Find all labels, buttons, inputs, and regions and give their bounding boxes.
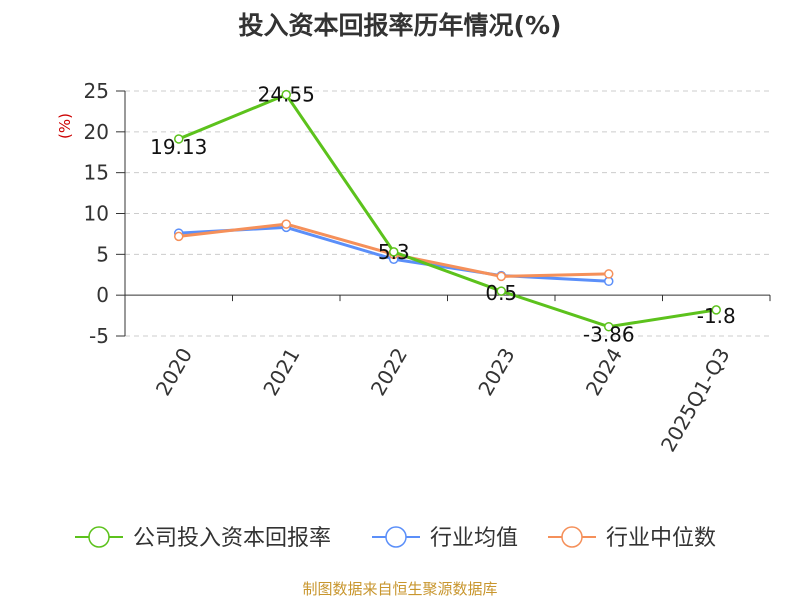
y-tick-label: 5 — [96, 242, 109, 266]
y-tick-label: 20 — [84, 120, 109, 144]
data-label: 19.13 — [150, 135, 207, 159]
legend-marker — [88, 526, 110, 548]
data-label: 5.3 — [378, 240, 410, 264]
data-point — [604, 269, 614, 279]
chart-title: 投入资本回报率历年情况(%) — [238, 11, 562, 40]
data-label: 24.55 — [258, 83, 315, 107]
x-tick-label: 2024 — [581, 344, 627, 400]
legend: 公司投入资本回报率 行业均值 行业中位数 — [75, 526, 716, 551]
x-tick-label: 2020 — [151, 344, 197, 400]
data-label: 0.5 — [485, 281, 517, 305]
y-axis-label: (%) — [56, 113, 74, 139]
x-tick-label: 2022 — [366, 344, 412, 400]
x-tick-label: 2021 — [258, 344, 304, 400]
y-tick-label: 15 — [84, 161, 109, 185]
data-point — [496, 271, 506, 282]
data-point — [711, 305, 721, 315]
y-tick-label: 10 — [84, 202, 109, 226]
data-point — [281, 219, 291, 229]
y-tick-label: -5 — [89, 324, 109, 348]
series-layer — [174, 89, 721, 332]
legend-marker — [385, 526, 407, 548]
series-line — [178, 93, 717, 329]
legend-label: 行业中位数 — [606, 526, 716, 551]
y-tick-label: 0 — [96, 283, 109, 307]
data-point — [281, 89, 291, 100]
data-label: -1.8 — [697, 304, 736, 328]
legend-item[interactable]: 行业中位数 — [548, 526, 716, 551]
x-tick-label: 2023 — [473, 344, 519, 400]
data-label: -3.86 — [583, 323, 635, 347]
y-tick-label: 25 — [84, 79, 109, 103]
legend-label: 公司投入资本回报率 — [133, 526, 331, 551]
x-tick-label: 2025Q1-Q3 — [656, 344, 735, 456]
data-point — [389, 247, 399, 257]
data-point — [496, 286, 506, 296]
legend-marker — [561, 526, 583, 548]
data-point — [174, 134, 184, 144]
data-point — [174, 231, 184, 242]
source-note: 制图数据来自恒生聚源数据库 — [302, 580, 498, 598]
legend-label: 行业均值 — [430, 526, 518, 551]
data-point — [604, 321, 614, 332]
label-layer: 19.13 24.55 5.3 0.5 -3.86 -1.8 — [150, 83, 736, 347]
legend-item[interactable]: 公司投入资本回报率 — [75, 526, 331, 551]
legend-item[interactable]: 行业均值 — [372, 526, 518, 551]
